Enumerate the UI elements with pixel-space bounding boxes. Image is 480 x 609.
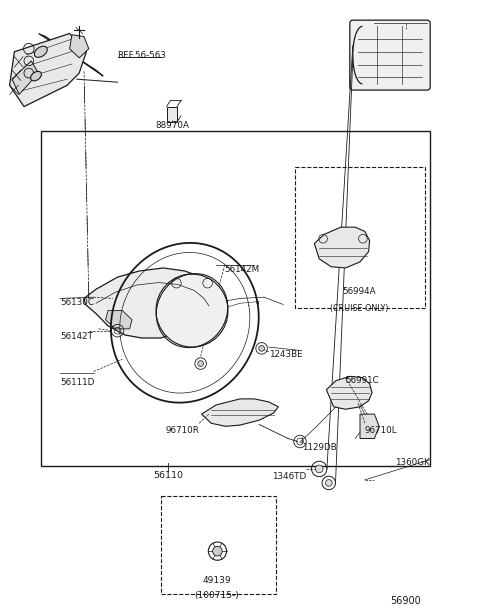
Bar <box>185 301 204 323</box>
Text: 96710R: 96710R <box>165 426 199 435</box>
Text: 56130C: 56130C <box>60 298 94 308</box>
Circle shape <box>198 361 204 367</box>
Text: 96710L: 96710L <box>365 426 397 435</box>
Text: 56111D: 56111D <box>60 378 95 387</box>
Text: 49139: 49139 <box>203 576 231 585</box>
Ellipse shape <box>31 71 41 81</box>
Bar <box>161 496 276 594</box>
Text: 1346TD: 1346TD <box>272 472 306 481</box>
Text: 88970A: 88970A <box>156 121 190 130</box>
Polygon shape <box>326 376 372 409</box>
Circle shape <box>325 479 332 487</box>
Text: 56900: 56900 <box>390 596 421 605</box>
Text: (100715-): (100715-) <box>194 591 240 600</box>
Polygon shape <box>70 35 89 58</box>
Text: 1243BE: 1243BE <box>269 350 302 359</box>
Polygon shape <box>10 33 86 107</box>
Text: 56110: 56110 <box>153 471 183 480</box>
Text: 56142T: 56142T <box>60 332 93 341</box>
Circle shape <box>213 546 222 556</box>
Polygon shape <box>314 227 370 268</box>
Polygon shape <box>12 61 38 94</box>
Polygon shape <box>84 268 216 338</box>
Text: 56994A: 56994A <box>342 287 376 297</box>
Ellipse shape <box>156 274 228 347</box>
FancyBboxPatch shape <box>350 20 430 90</box>
Text: 56991C: 56991C <box>346 376 379 385</box>
Text: 1129DB: 1129DB <box>302 443 337 452</box>
Polygon shape <box>202 399 278 426</box>
Text: REF.56-563: REF.56-563 <box>118 51 167 60</box>
Text: 56142M: 56142M <box>225 265 260 274</box>
Bar <box>295 167 425 308</box>
Polygon shape <box>38 33 103 76</box>
Circle shape <box>315 465 323 473</box>
Bar <box>167 107 177 122</box>
Polygon shape <box>360 414 379 438</box>
Circle shape <box>259 345 264 351</box>
Ellipse shape <box>35 46 47 57</box>
Text: (CRUISE ONLY): (CRUISE ONLY) <box>330 304 388 314</box>
Polygon shape <box>106 311 132 329</box>
Text: 1360GK: 1360GK <box>395 458 430 467</box>
Bar <box>41 131 430 466</box>
